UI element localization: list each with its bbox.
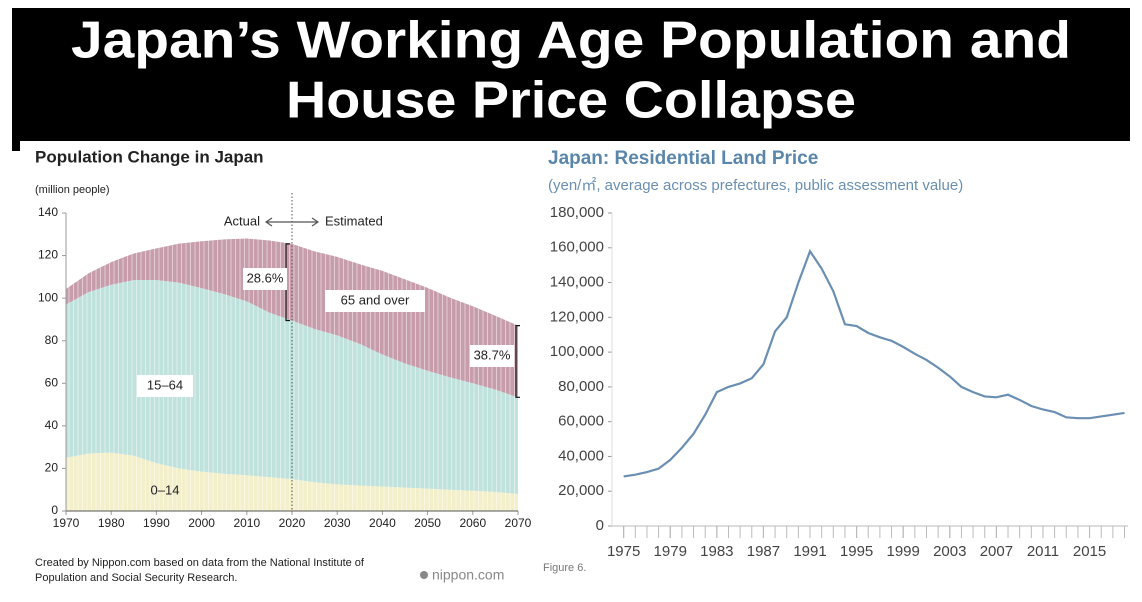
- y-tick-label: 120,000: [550, 308, 604, 325]
- y-tick-label: 140,000: [550, 274, 604, 291]
- series-label: 0–14: [151, 482, 180, 497]
- bracket: [515, 325, 520, 398]
- y-tick-label: 180,000: [550, 204, 604, 221]
- label-box: [325, 290, 425, 312]
- slide-title: Japan’s Working Age Population and: [71, 12, 1071, 70]
- chart-title: Japan: Residential Land Price: [548, 148, 818, 169]
- label-box: [243, 268, 287, 290]
- y-tick-label: 0: [596, 517, 604, 534]
- x-tick-label: 1975: [607, 543, 640, 560]
- x-tick-label: 2070: [505, 516, 532, 530]
- axis-label: (million people): [35, 184, 110, 196]
- x-tick-label: 2030: [324, 516, 351, 530]
- area: [66, 238, 518, 398]
- x-tick-label: 2010: [233, 516, 260, 530]
- x-tick-label: 2000: [188, 516, 215, 530]
- x-tick-label: 1999: [887, 543, 920, 560]
- x-tick-label: 2007: [980, 543, 1013, 560]
- x-tick-label: 2015: [1073, 543, 1106, 560]
- y-tick-label: 80,000: [558, 378, 604, 395]
- y-tick-label: 40,000: [558, 447, 604, 464]
- y-tick-label: 40: [45, 418, 59, 432]
- y-tick-label: 100,000: [550, 343, 604, 360]
- chart-title: Population Change in Japan: [35, 147, 264, 166]
- series-label: 28.6%: [247, 270, 284, 285]
- x-tick-label: 1990: [143, 516, 170, 530]
- source-note: Created by Nippon.com based on data from…: [35, 557, 365, 569]
- y-tick-label: 60: [45, 375, 59, 389]
- x-tick-label: 2040: [369, 516, 396, 530]
- y-tick-label: 140: [38, 205, 58, 219]
- label-box: [137, 375, 193, 397]
- x-tick-label: 2050: [414, 516, 441, 530]
- y-tick-label: 20,000: [558, 482, 604, 499]
- y-tick-label: 20: [45, 461, 59, 475]
- x-tick-label: 1987: [747, 543, 780, 560]
- series-label: 38.7%: [474, 347, 511, 362]
- x-tick-label: 2020: [279, 516, 306, 530]
- series-label: 65 and over: [341, 292, 410, 307]
- slide-title: House Price Collapse: [286, 72, 856, 130]
- x-tick-label: 2003: [933, 543, 966, 560]
- logo: nippon.com: [432, 567, 504, 583]
- caption: Figure 6.: [543, 562, 586, 574]
- title-banner: [12, 8, 1130, 141]
- area: [66, 280, 518, 494]
- y-tick-label: 80: [45, 333, 59, 347]
- label-box: [470, 345, 514, 367]
- x-tick-label: 1995: [840, 543, 873, 560]
- x-tick-label: 2060: [459, 516, 486, 530]
- series-label: 15–64: [147, 377, 183, 392]
- x-tick-label: 2011: [1027, 543, 1059, 560]
- annotation: Estimated: [325, 213, 383, 228]
- x-tick-label: 1991: [793, 543, 826, 560]
- x-tick-label: 1983: [700, 543, 733, 560]
- logo-icon: [420, 571, 428, 579]
- line: [623, 248, 1125, 478]
- banner-edge: [12, 141, 20, 151]
- y-tick-label: 0: [51, 503, 58, 517]
- y-tick-label: 60,000: [558, 413, 604, 430]
- y-tick-label: 120: [38, 248, 58, 262]
- annotation: Actual: [224, 213, 260, 228]
- y-tick-label: 160,000: [550, 239, 604, 256]
- arrow: [264, 217, 320, 227]
- x-tick-label: 1980: [98, 516, 125, 530]
- area: [66, 452, 518, 511]
- chart-subtitle: (yen/㎡, average across prefectures, publ…: [548, 177, 963, 194]
- y-tick-label: 100: [38, 290, 58, 304]
- source-note: Population and Social Security Research.: [35, 572, 237, 584]
- x-tick-label: 1970: [53, 516, 80, 530]
- x-tick-label: 1979: [654, 543, 687, 560]
